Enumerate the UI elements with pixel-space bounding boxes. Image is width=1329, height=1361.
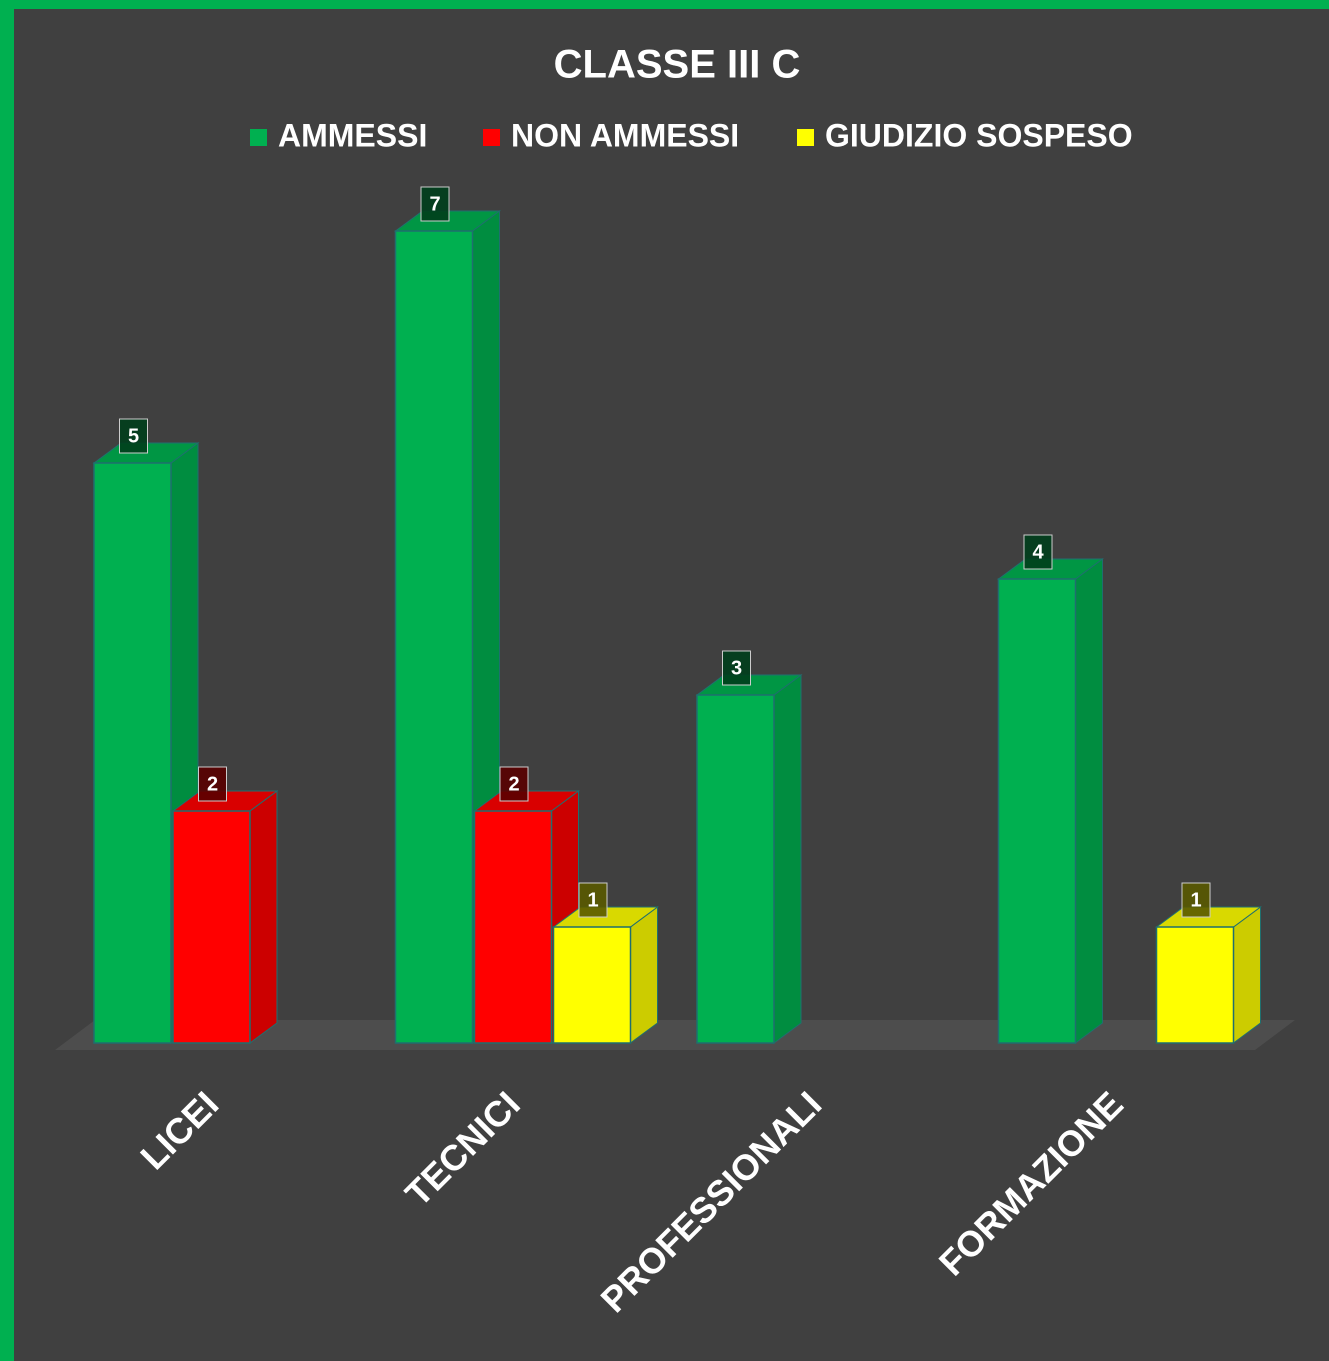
- legend-swatch: [250, 129, 267, 146]
- bar: [695, 674, 803, 1044]
- chart-title: CLASSE III C: [554, 43, 801, 87]
- bar-side: [630, 906, 658, 1044]
- value-label: 3: [731, 657, 742, 679]
- value-label-box: [119, 418, 148, 454]
- bar-front: [394, 230, 474, 1044]
- bar: [996, 558, 1105, 1044]
- bar-front: [552, 926, 632, 1044]
- value-label: 7: [429, 193, 440, 215]
- bar-front: [473, 810, 553, 1044]
- bar: [1154, 906, 1263, 1044]
- value-label: 4: [1032, 541, 1044, 563]
- value-label-box: [578, 882, 608, 918]
- bar-side: [1233, 906, 1261, 1044]
- legend-swatch: [483, 129, 500, 146]
- bar-front: [1155, 926, 1235, 1044]
- value-label: 2: [508, 773, 519, 795]
- plot-background: [14, 9, 1329, 1361]
- value-label-box: [420, 186, 450, 222]
- value-label: 5: [128, 425, 139, 447]
- legend-label: GIUDIZIO SOSPESO: [825, 117, 1133, 153]
- bar-side: [1075, 558, 1103, 1044]
- value-label-box: [198, 766, 227, 802]
- floor: [55, 1020, 1295, 1050]
- value-label-box: [722, 650, 751, 686]
- value-label-box: [1023, 534, 1053, 570]
- legend-label: NON AMMESSI: [511, 117, 739, 153]
- value-label: 1: [587, 889, 598, 911]
- value-label-box: [499, 766, 529, 802]
- value-label-box: [1181, 882, 1211, 918]
- bar-side: [249, 790, 278, 1044]
- bar-side: [773, 674, 802, 1044]
- legend-label: AMMESSI: [278, 117, 427, 153]
- bar-front: [997, 578, 1077, 1044]
- bar: [171, 790, 279, 1044]
- legend-swatch: [797, 129, 814, 146]
- bar-front: [696, 694, 775, 1044]
- bar: [551, 906, 660, 1044]
- value-label: 2: [207, 773, 218, 795]
- bar-front: [172, 810, 251, 1044]
- bar-front: [93, 462, 172, 1044]
- value-label: 1: [1190, 889, 1201, 911]
